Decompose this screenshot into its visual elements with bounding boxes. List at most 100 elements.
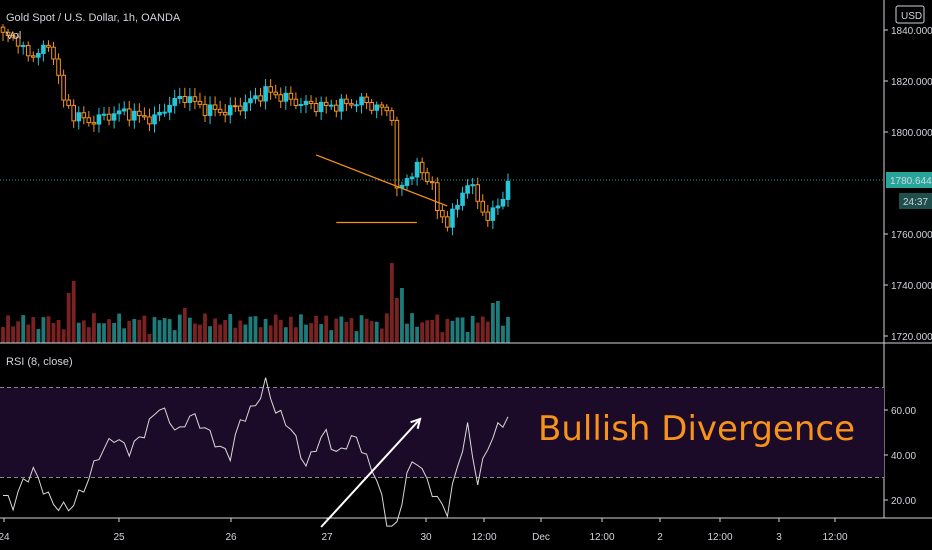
candle bbox=[323, 96, 329, 114]
trendline[interactable] bbox=[320, 418, 421, 528]
candle bbox=[308, 95, 314, 110]
volume-bar bbox=[263, 318, 268, 343]
volume-bar bbox=[455, 317, 460, 343]
candle bbox=[293, 92, 299, 110]
volume-bar bbox=[445, 318, 450, 343]
time-tick-label: Dec bbox=[532, 532, 550, 543]
volume-bar bbox=[329, 330, 334, 343]
volume-bar bbox=[309, 323, 313, 343]
volume-bar bbox=[213, 318, 217, 343]
candle bbox=[419, 157, 425, 180]
candle bbox=[121, 101, 127, 116]
candle bbox=[147, 108, 152, 132]
candle bbox=[192, 88, 198, 110]
volume-bar bbox=[354, 331, 359, 343]
volume-bars bbox=[1, 263, 510, 343]
candle bbox=[364, 93, 369, 110]
volume-bar bbox=[228, 314, 233, 343]
price-tick-label: 1740.000 bbox=[891, 281, 932, 292]
candle bbox=[172, 89, 177, 114]
volume-bar bbox=[1, 327, 5, 343]
rsi-axis[interactable]: 60.00 40.00 20.00 bbox=[884, 406, 916, 507]
candle bbox=[56, 53, 61, 84]
candle bbox=[20, 41, 26, 55]
candle bbox=[137, 103, 142, 123]
volume-bar bbox=[506, 316, 510, 343]
candle bbox=[500, 191, 506, 210]
volume-bar bbox=[314, 315, 318, 343]
volume-bar bbox=[16, 321, 21, 343]
volume-bar bbox=[21, 315, 26, 343]
volume-bar bbox=[157, 320, 162, 343]
volume-bar bbox=[177, 314, 182, 343]
volume-bar bbox=[117, 313, 122, 343]
candle bbox=[167, 96, 172, 121]
volume-bar bbox=[97, 323, 101, 343]
candle bbox=[278, 87, 284, 109]
candle bbox=[51, 41, 56, 66]
time-tick-label: 2 bbox=[657, 532, 663, 543]
volume-bar bbox=[395, 298, 399, 343]
volume-bar bbox=[61, 329, 66, 343]
candle bbox=[384, 104, 390, 117]
volume-bar bbox=[132, 319, 137, 343]
candle bbox=[25, 41, 31, 62]
volume-bar bbox=[425, 320, 430, 343]
volume-bar bbox=[76, 322, 81, 343]
candle bbox=[248, 90, 253, 111]
candle bbox=[66, 94, 71, 109]
time-axis[interactable]: 24 25 26 27 30 12:00 Dec 12:00 2 12:00 3 12:00 bbox=[0, 518, 848, 543]
candle bbox=[187, 88, 193, 111]
candle bbox=[288, 86, 294, 106]
candle bbox=[46, 40, 51, 52]
volume-bar bbox=[46, 316, 51, 343]
candle bbox=[217, 100, 223, 116]
trendlines bbox=[315, 154, 448, 224]
chart-title: Gold Spot / U.S. Dollar, 1h, OANDA bbox=[6, 12, 181, 24]
candle bbox=[253, 87, 258, 104]
volume-bar bbox=[344, 321, 349, 343]
volume-bar bbox=[36, 329, 41, 343]
time-tick-label: 3 bbox=[776, 532, 782, 543]
time-tick-label: 12:00 bbox=[471, 532, 496, 543]
candle bbox=[207, 96, 213, 125]
volume-bar bbox=[475, 322, 480, 343]
price-axis[interactable]: 1840.000 1820.000 1800.000 1760.000 1740.000… bbox=[884, 26, 932, 343]
candle bbox=[152, 106, 157, 133]
trendline[interactable] bbox=[315, 154, 448, 207]
candle bbox=[106, 106, 112, 126]
currency-button[interactable] bbox=[895, 5, 925, 24]
volume-bar bbox=[299, 314, 303, 343]
rsi-label: RSI (8, close) bbox=[6, 356, 73, 368]
candle bbox=[349, 99, 354, 109]
volume-bar bbox=[92, 313, 96, 343]
rsi-line bbox=[3, 377, 509, 527]
volume-bar bbox=[400, 288, 404, 343]
volume-bar bbox=[41, 317, 46, 343]
volume-bar bbox=[410, 313, 414, 343]
time-tick-label: 26 bbox=[225, 532, 237, 543]
candle bbox=[177, 87, 183, 104]
volume-bar bbox=[369, 321, 374, 343]
candle bbox=[61, 69, 66, 108]
candle bbox=[318, 96, 324, 120]
volume-bar bbox=[193, 323, 197, 343]
price-tick-label: 1760.000 bbox=[891, 230, 932, 241]
volume-bar bbox=[283, 327, 288, 343]
candle bbox=[71, 99, 77, 128]
candle bbox=[212, 96, 218, 117]
candle bbox=[359, 92, 364, 114]
candle bbox=[435, 177, 440, 220]
volume-bar bbox=[31, 317, 36, 343]
candle bbox=[490, 200, 496, 230]
candle bbox=[81, 106, 87, 125]
volume-bar bbox=[56, 319, 61, 343]
candle bbox=[5, 29, 11, 43]
candle bbox=[339, 94, 344, 120]
volume-bar bbox=[496, 301, 500, 343]
volume-bar bbox=[167, 319, 172, 343]
volume-bar bbox=[304, 324, 308, 343]
candle bbox=[76, 106, 82, 130]
volume-bar bbox=[86, 327, 91, 343]
